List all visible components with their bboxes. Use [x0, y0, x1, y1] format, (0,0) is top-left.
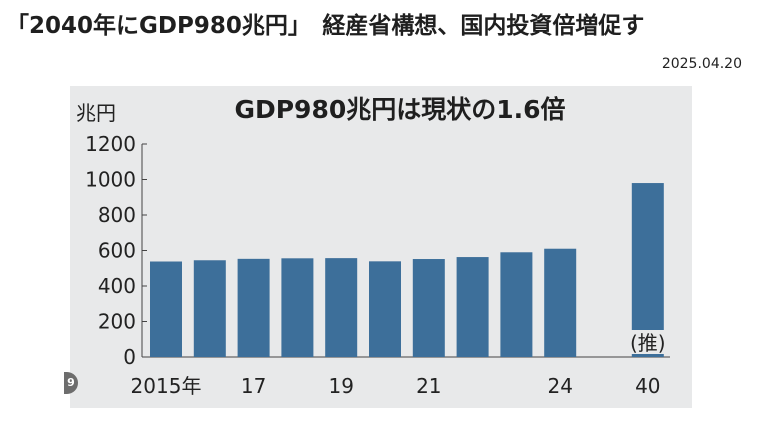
bar-2024 — [544, 248, 577, 357]
bar-2019 — [325, 258, 358, 357]
bar-2016 — [193, 260, 226, 357]
y-tick-label: 1200 — [85, 132, 136, 156]
bar-2021 — [412, 259, 445, 357]
bar-annotation: (推) — [630, 331, 666, 355]
y-tick-label: 1000 — [85, 168, 136, 192]
x-tick-label: 40 — [635, 374, 660, 398]
y-axis-label: 兆円 — [76, 101, 116, 125]
side-badge: 9 — [64, 372, 78, 394]
bar-2017 — [237, 258, 270, 357]
y-tick-label: 0 — [123, 345, 136, 369]
annotation-background — [623, 330, 672, 354]
article-date: 2025.04.20 — [661, 56, 742, 72]
chart-title: GDP980兆円は現状の1.6倍 — [234, 95, 565, 124]
bar-2020 — [369, 261, 401, 357]
x-tick-label: 24 — [547, 374, 572, 398]
y-tick-label: 400 — [98, 274, 136, 298]
bar-2023 — [500, 252, 533, 357]
x-tick-label: 2015年 — [131, 374, 202, 398]
y-tick-label: 800 — [98, 203, 136, 227]
chart-panel: GDP980兆円は現状の1.6倍 兆円 0 200 400 600 800 1000 120… — [70, 86, 692, 408]
article-headline: 「2040年にGDP980兆円」 経産省構想、国内投資倍増促す — [6, 13, 645, 39]
gdp-bar-chart: GDP980兆円は現状の1.6倍 兆円 0 200 400 600 800 1000 120… — [76, 95, 672, 398]
bars — [150, 183, 664, 357]
bar-2015 — [150, 261, 182, 357]
y-tick-label: 200 — [98, 310, 136, 334]
axes — [141, 143, 670, 358]
bar-2018 — [281, 258, 314, 357]
bar-2022 — [456, 257, 489, 357]
x-tick-label: 21 — [416, 374, 441, 398]
x-tick-label: 17 — [241, 374, 266, 398]
tick-labels: 0 200 400 600 800 1000 1200 2015年 17 19 21 24 40 (推) — [85, 132, 672, 398]
y-tick-label: 600 — [98, 239, 136, 263]
bar-2040 — [631, 183, 664, 357]
x-tick-label: 19 — [328, 374, 353, 398]
